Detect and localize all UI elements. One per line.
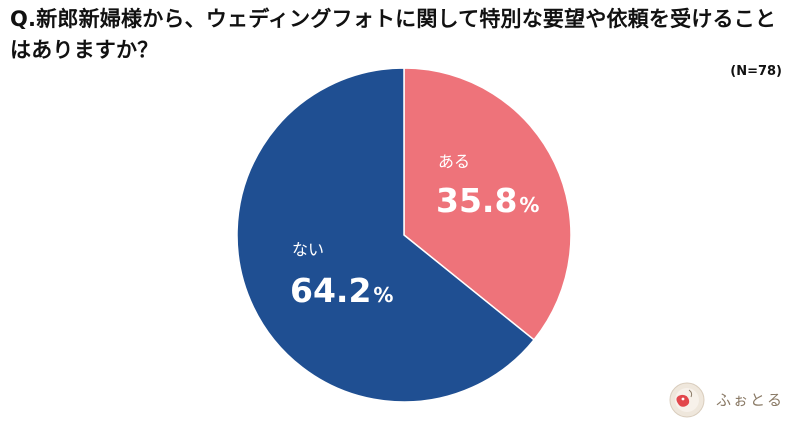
slice-label-2: ない <box>292 240 324 259</box>
photoru-logo-text: ふぉとる <box>716 391 785 409</box>
slice-label-1: ある <box>438 152 470 171</box>
pie-slice-2 <box>236 67 536 403</box>
chart-title: Q.新郎新婦様から、ウェディングフォトに関して特別な要望や依頼を受けることはあり… <box>10 7 777 62</box>
photoru-logo-icon <box>669 382 705 418</box>
sample-size-label: (N=78) <box>730 64 782 79</box>
slice-value-1: 35.8% <box>436 181 539 220</box>
slice-value-2: 64.2% <box>290 271 393 310</box>
pie-slice-1 <box>403 67 572 341</box>
